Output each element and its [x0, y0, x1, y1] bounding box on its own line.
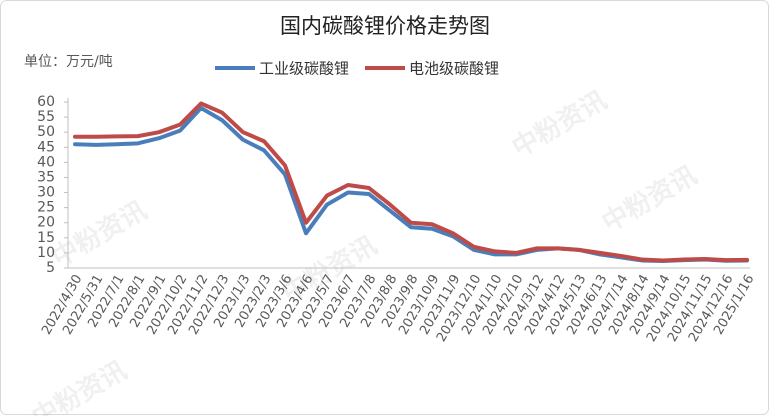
legend-label: 工业级碳酸锂	[259, 60, 349, 78]
y-tick-label: 10	[37, 245, 55, 261]
y-tick-label: 45	[37, 139, 55, 155]
y-tick-label: 55	[37, 109, 55, 125]
chart-title: 国内碳酸锂价格走势图	[280, 14, 490, 38]
y-tick-label: 5	[46, 260, 55, 276]
y-tick-label: 25	[37, 200, 55, 216]
y-tick-label: 50	[37, 124, 55, 140]
y-tick-label: 40	[37, 154, 55, 170]
y-unit-label: 单位：万元/吨	[24, 54, 113, 70]
y-tick-label: 20	[37, 215, 55, 231]
y-tick-label: 30	[37, 185, 55, 201]
legend-label: 电池级碳酸锂	[409, 60, 499, 78]
y-tick-label: 60	[37, 94, 55, 110]
y-tick-label: 15	[37, 230, 55, 246]
series-line	[73, 101, 749, 263]
y-tick-label: 35	[37, 169, 55, 185]
